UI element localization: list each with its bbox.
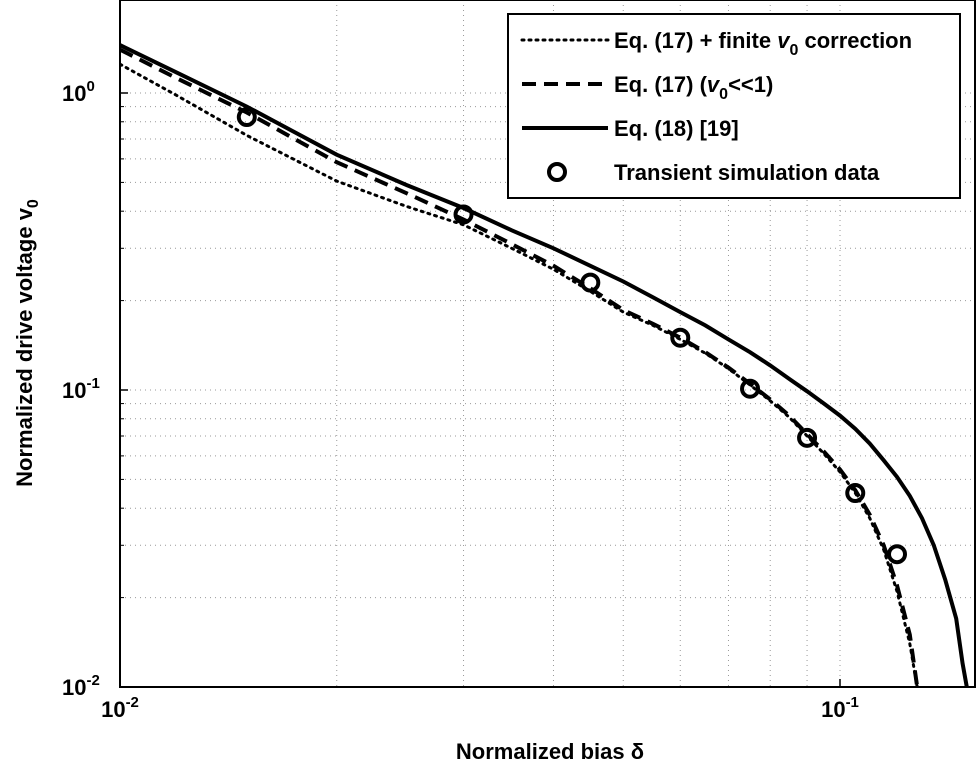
x-axis-title: Normalized bias δ <box>456 739 644 764</box>
series-4-marker <box>887 544 908 565</box>
legend-label-3: Eq. (18) [19] <box>614 116 739 141</box>
legend-label-1: Eq. (17) + finite v0 correction <box>614 28 912 59</box>
legend-label-2: Eq. (17) (v0<<1) <box>614 72 773 103</box>
legend-label-sub: 0 <box>719 86 728 103</box>
y-tick-exponent: 0 <box>86 78 94 95</box>
y-tick-label: 100 <box>62 78 95 106</box>
series-4-marker <box>670 327 691 348</box>
y-axis-title-main: Normalized drive voltage v <box>12 207 37 487</box>
y-tick-base: 10 <box>62 675 86 700</box>
y-tick-label: 10-2 <box>62 672 100 700</box>
y-tick-label: 10-1 <box>62 375 100 403</box>
legend-label-sub: 0 <box>789 42 798 59</box>
y-tick-base: 10 <box>62 378 86 403</box>
series-4-marker <box>740 378 761 399</box>
x-tick-label: 10-2 <box>101 694 139 722</box>
x-tick-label: 10-1 <box>821 694 859 722</box>
x-tick-exponent: -2 <box>126 694 139 711</box>
legend-label-4: Transient simulation data <box>614 160 880 185</box>
y-tick-base: 10 <box>62 81 86 106</box>
legend-label-text: Eq. (18) [19] <box>614 116 739 141</box>
legend-marker-4 <box>547 162 567 182</box>
series-4-marker <box>236 107 257 128</box>
series-4-marker <box>453 204 474 225</box>
series-4-marker <box>580 272 601 293</box>
legend-label-var: v <box>777 28 791 53</box>
y-tick-exponent: -2 <box>86 672 99 689</box>
series-4-marker <box>797 427 818 448</box>
y-tick-exponent: -1 <box>86 375 99 392</box>
plot-area-frame <box>119 0 976 688</box>
series-2-line <box>120 47 920 687</box>
legend-label-text: Eq. (17) ( <box>614 72 708 97</box>
legend-box <box>507 13 961 199</box>
legend-label-text: Eq. (17) + finite <box>614 28 777 53</box>
series-layer <box>120 43 969 687</box>
x-tick-exponent: -1 <box>846 694 859 711</box>
y-axis-title-subscript: 0 <box>25 199 42 208</box>
legend-label-text: Transient simulation data <box>614 160 880 185</box>
legend-label-after: correction <box>798 28 912 53</box>
y-axis-title: Normalized drive voltage v0 <box>12 199 42 487</box>
legend-label-var: v <box>707 72 721 97</box>
x-tick-base: 10 <box>101 697 125 722</box>
x-tick-base: 10 <box>821 697 845 722</box>
series-4-marker <box>845 482 866 503</box>
legend-label-after: <<1) <box>728 72 773 97</box>
